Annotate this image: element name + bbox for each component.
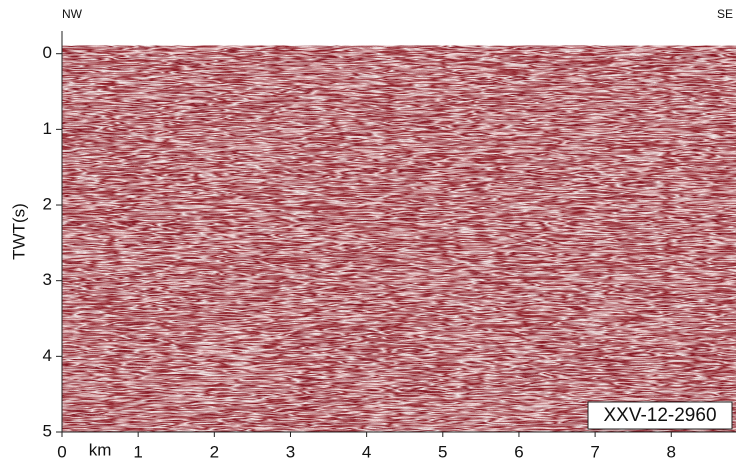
y-axis-label: TWT(s): [9, 203, 28, 260]
x-unit: km: [89, 440, 112, 459]
seismic-tint: [62, 45, 736, 432]
line-name-box: [587, 401, 733, 430]
x-tick-label: 1: [133, 442, 142, 461]
right-direction: SE: [717, 7, 733, 21]
y-tick-label: 2: [43, 195, 52, 214]
y-tick-label: 4: [43, 346, 52, 365]
x-tick-label: 2: [210, 442, 219, 461]
x-tick-label: 5: [438, 442, 447, 461]
x-tick-label: 3: [286, 442, 295, 461]
x-tick-label: 6: [514, 442, 523, 461]
x-tick-label: 4: [362, 442, 371, 461]
plot-area: [62, 45, 736, 432]
y-tick-label: 0: [43, 43, 52, 62]
seismic-image: [62, 45, 736, 432]
left-direction: NW: [62, 7, 83, 21]
y-tick-label: 1: [43, 119, 52, 138]
x-tick-label: 0: [57, 442, 66, 461]
line-name: XXV-12-2960: [603, 405, 716, 426]
x-tick-label: 7: [590, 442, 599, 461]
y-tick-label: 5: [43, 421, 52, 440]
x-tick-label: 8: [667, 442, 676, 461]
y-tick-label: 3: [43, 270, 52, 289]
